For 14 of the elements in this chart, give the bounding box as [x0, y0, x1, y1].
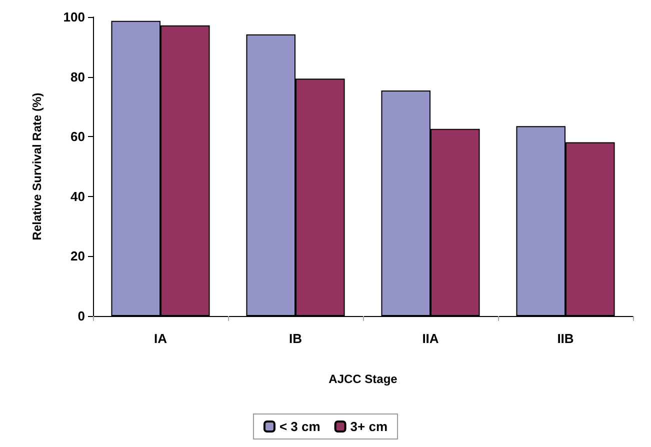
- y-tick-label: 80: [70, 69, 85, 84]
- x-axis-title: AJCC Stage: [328, 372, 398, 386]
- y-axis-title: Relative Survival Rate (%): [30, 92, 44, 240]
- x-tick-label: IA: [154, 331, 168, 346]
- y-tick-label: 100: [63, 10, 85, 24]
- legend-label: 3+ cm: [350, 419, 388, 434]
- y-tick-label: 40: [70, 188, 85, 204]
- y-tick-label: 20: [70, 248, 85, 264]
- y-tick-label: 60: [70, 129, 85, 144]
- x-tick-label: IIB: [557, 331, 574, 346]
- x-tick-label: IB: [289, 331, 302, 346]
- legend-label: < 3 cm: [279, 419, 320, 434]
- y-tick-label: 0: [78, 308, 85, 324]
- x-tick-label: IIA: [422, 331, 440, 346]
